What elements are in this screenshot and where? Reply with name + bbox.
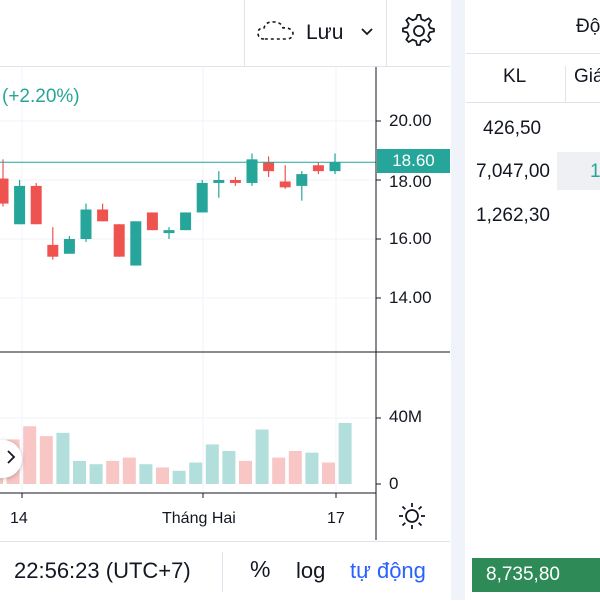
total-volume-badge: 8,735,80 <box>472 558 600 592</box>
candle-body <box>263 162 275 172</box>
panel-title: Độ <box>576 16 600 37</box>
volume-bar <box>338 422 352 484</box>
candle-body <box>14 185 26 225</box>
candle-body <box>213 180 225 183</box>
candle-body <box>130 221 142 266</box>
y-tick-label: 16.00 <box>389 229 432 248</box>
chevron-right-icon <box>5 449 17 470</box>
save-label: Lưu <box>306 21 344 44</box>
log-scale-button[interactable]: log <box>296 558 326 583</box>
volume-bar <box>39 436 53 484</box>
volume-bar <box>222 451 236 484</box>
candle-body <box>279 181 291 188</box>
candle-body <box>146 212 158 231</box>
candle-body <box>329 162 341 172</box>
current-price-badge: 18.60 <box>377 149 450 173</box>
auto-scale-button[interactable]: tự động <box>350 558 426 583</box>
volume-bar <box>239 460 252 484</box>
candle-body <box>30 185 42 225</box>
volume-bar <box>23 426 37 484</box>
candle-body <box>296 174 308 186</box>
volume-bar <box>139 464 153 484</box>
volume-bar <box>288 451 302 484</box>
chart-appearance-button[interactable] <box>392 500 432 536</box>
table-row-volume: 1,262,30 <box>476 205 550 226</box>
x-tick-label: Tháng Hai <box>162 510 236 527</box>
panel-header <box>466 0 600 54</box>
percent-scale-button[interactable]: % <box>250 556 271 582</box>
volume-bar <box>172 470 186 484</box>
y-tick-label: 14.00 <box>389 288 432 307</box>
save-layout-button[interactable]: Lưu <box>246 0 386 66</box>
volume-bar <box>272 457 286 484</box>
volume-tick-label: 40M <box>389 407 423 426</box>
volume-tick-label: 0 <box>389 474 399 493</box>
order-book-panel <box>466 0 600 600</box>
volume-bar <box>189 462 203 484</box>
y-tick-label: 20.00 <box>389 111 432 130</box>
column-header-volume[interactable]: KL <box>503 66 527 87</box>
candle-body <box>163 230 175 234</box>
candle-body <box>312 165 324 172</box>
sun-icon <box>398 502 426 535</box>
x-tick-label: 14 <box>10 510 28 527</box>
candle-body <box>246 159 258 183</box>
chevron-down-icon[interactable] <box>360 24 374 43</box>
bottom-divider <box>222 552 223 592</box>
volume-bar <box>73 460 86 484</box>
chart-bottom-bar <box>0 541 450 601</box>
toolbar-divider <box>386 0 387 66</box>
price-change-percent: (+2.20%) <box>2 86 80 107</box>
volume-bar <box>205 444 219 484</box>
volume-bar <box>56 432 70 484</box>
candle-body <box>80 209 92 239</box>
settings-button[interactable] <box>388 0 450 66</box>
price-chart[interactable] <box>0 67 450 540</box>
clock-timezone[interactable]: 22:56:23 (UTC+7) <box>14 558 191 583</box>
candle-body <box>180 212 192 231</box>
volume-bar <box>156 467 169 484</box>
candle-body <box>0 178 9 204</box>
candle-body <box>196 182 208 213</box>
chart-toolbar <box>0 0 450 67</box>
y-tick-label: 18.00 <box>389 172 432 191</box>
scroll-chart-button[interactable] <box>0 440 22 478</box>
volume-bar <box>89 464 103 484</box>
table-row-volume: 7,047,00 <box>476 161 550 182</box>
cloud-icon <box>256 19 296 48</box>
panel-divider <box>451 0 465 600</box>
candle-body <box>97 209 109 222</box>
x-tick-label: 17 <box>327 510 345 527</box>
candle-body <box>63 239 75 254</box>
volume-bar <box>322 462 335 484</box>
volume-bar <box>255 429 269 484</box>
gear-icon <box>402 13 436 53</box>
column-header-price[interactable]: Giá <box>565 66 600 102</box>
table-row-price: 1 <box>590 161 600 182</box>
candle-body <box>113 224 125 257</box>
volume-bar <box>305 452 319 484</box>
volume-bar <box>122 457 136 484</box>
panel-column-header <box>466 54 600 103</box>
table-row-volume: 426,50 <box>483 118 542 139</box>
candle-body <box>47 244 59 257</box>
volume-bar <box>106 460 120 484</box>
row-highlight <box>557 152 600 190</box>
toolbar-divider <box>244 0 245 66</box>
candle-body <box>229 180 241 183</box>
